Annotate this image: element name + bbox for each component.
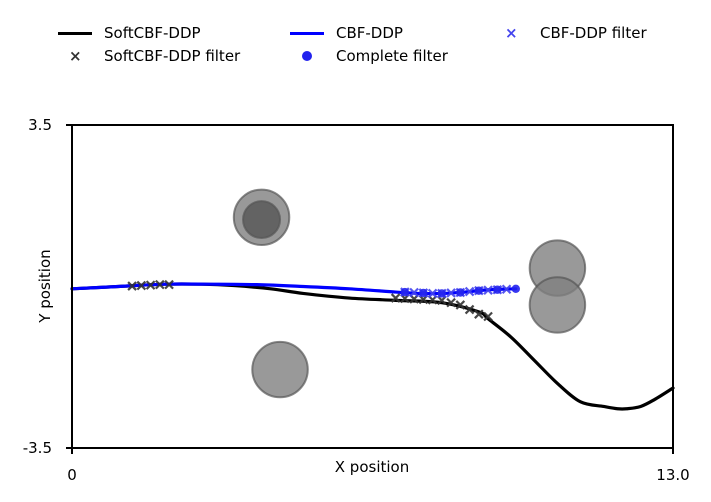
- complete-filter-point-3: [456, 288, 465, 297]
- softcbf-ddp-filter-point-5: [390, 293, 401, 303]
- legend-label-softcbf-ddp: SoftCBF-DDP: [104, 24, 201, 42]
- softcbf-ddp-filter-point-2-glyph: [145, 280, 156, 290]
- x-tick-label-max: 13.0: [656, 466, 689, 484]
- softcbf-ddp-filter-point-11: [446, 297, 456, 308]
- cbf-ddp-filter-point-11-glyph: [501, 284, 512, 295]
- legend-item-softcbf-ddp-filter: × SoftCBF-DDP filter: [56, 45, 240, 67]
- cbf-ddp-filter-point-11: [501, 284, 512, 295]
- softcbf-ddp-filter-point-13-glyph: [464, 304, 475, 315]
- y-axis-label: Y position: [36, 249, 54, 323]
- softcbf-ddp-filter-point-13: [464, 304, 475, 315]
- legend-swatch-cbf-ddp: [288, 22, 326, 44]
- softcbf-ddp-filter-point-10: [437, 295, 447, 306]
- x-axis-label: X position: [335, 458, 409, 476]
- complete-filter-point-5: [493, 285, 502, 294]
- legend-item-cbf-ddp-filter: × CBF-DDP filter: [492, 22, 647, 44]
- softcbf-ddp-filter-point-0-glyph: [127, 281, 137, 291]
- obstacle-2: [251, 340, 309, 399]
- cbf-ddp-filter-point-7: [464, 286, 475, 297]
- legend-label-cbf-ddp-filter: CBF-DDP filter: [540, 24, 647, 42]
- cbf-ddp-filter-point-7-glyph: [464, 286, 475, 297]
- cbf-ddp-filter-point-5-glyph: [446, 288, 456, 298]
- legend-label-softcbf-ddp-filter: SoftCBF-DDP filter: [104, 47, 241, 65]
- series-line-cbf-ddp: [70, 282, 518, 296]
- softcbf-ddp-filter-point-2: [145, 280, 156, 290]
- cbf-ddp-filter-point-9-glyph: [483, 285, 493, 295]
- y-tick-label-min: -3.5: [23, 439, 52, 457]
- axes-frame: [71, 124, 674, 449]
- y-tick-label-max: 3.5: [28, 116, 52, 134]
- softcbf-ddp-filter-point-14: [474, 309, 484, 319]
- legend-swatch-cbf-ddp-filter: ×: [505, 24, 518, 42]
- complete-filter-point-0: [400, 287, 410, 297]
- obstacle-1: [242, 200, 282, 240]
- complete-filter-point-4: [474, 286, 484, 295]
- legend-label-complete-filter: Complete filter: [336, 47, 448, 65]
- cbf-ddp-filter-point-1-glyph: [409, 287, 419, 298]
- softcbf-ddp-filter-point-5-glyph: [390, 293, 401, 303]
- softcbf-ddp-filter-point-0: [127, 281, 137, 291]
- softcbf-ddp-filter-point-12-glyph: [455, 300, 466, 310]
- cbf-ddp-filter-point-5: [446, 288, 456, 298]
- legend-swatch-softcbf-ddp: [56, 22, 94, 44]
- softcbf-ddp-filter-point-11-glyph: [446, 297, 456, 308]
- complete-filter-point-2: [437, 289, 447, 298]
- cbf-ddp-filter-point-9: [483, 285, 493, 295]
- softcbf-ddp-filter-point-15: [483, 311, 493, 322]
- softcbf-ddp-filter-point-10-glyph: [437, 295, 447, 306]
- plot-area: [70, 124, 675, 449]
- axes: [66, 124, 674, 454]
- cbf-ddp-filter-point-3-glyph: [427, 288, 438, 299]
- softcbf-ddp-filter-point-14-glyph: [474, 309, 484, 319]
- complete-filter-point-6: [511, 284, 521, 294]
- legend-item-complete-filter: Complete filter: [288, 45, 448, 67]
- complete-filter-point-1: [419, 288, 428, 298]
- softcbf-ddp-filter-point-12: [455, 300, 466, 310]
- legend: SoftCBF-DDP × SoftCBF-DDP filter CBF-DDP…: [56, 22, 696, 70]
- softcbf-ddp-filter-point-1: [136, 280, 147, 291]
- softcbf-ddp-filter-point-3-glyph: [155, 279, 165, 290]
- legend-item-cbf-ddp: CBF-DDP: [288, 22, 403, 44]
- legend-item-softcbf-ddp: SoftCBF-DDP: [56, 22, 201, 44]
- cbf-ddp-filter-point-1: [409, 287, 419, 298]
- legend-swatch-softcbf-ddp-filter: ×: [69, 47, 82, 65]
- softcbf-ddp-filter-point-3: [155, 279, 165, 290]
- legend-swatch-complete-filter: [288, 45, 326, 67]
- x-tick-label-min: 0: [67, 466, 77, 484]
- legend-label-cbf-ddp: CBF-DDP: [336, 24, 403, 42]
- cbf-ddp-filter-point-3: [427, 288, 438, 299]
- softcbf-ddp-filter-point-4-glyph: [164, 279, 174, 290]
- softcbf-ddp-filter-point-4: [164, 279, 174, 290]
- softcbf-ddp-filter-point-15-glyph: [483, 311, 493, 322]
- obstacle-4: [528, 276, 587, 334]
- softcbf-ddp-filter-point-1-glyph: [136, 280, 147, 291]
